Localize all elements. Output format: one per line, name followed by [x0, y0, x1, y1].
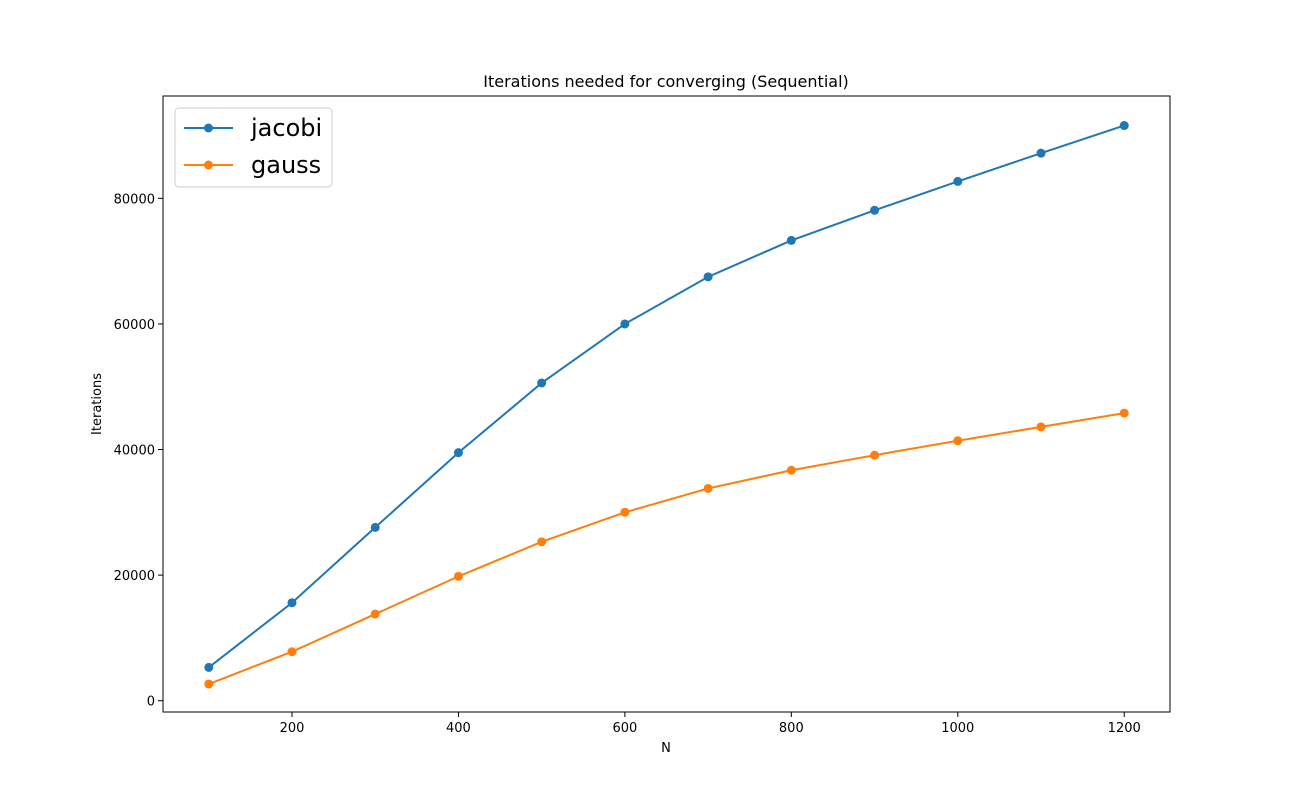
data-point-gauss [1036, 422, 1046, 432]
series-line-gauss [208, 412, 1125, 685]
data-point-gauss [453, 571, 463, 581]
y-axis-label: Iterations [90, 373, 105, 435]
x-axis-label: N [661, 741, 671, 756]
legend-label-jacobi: jacobi [250, 114, 322, 142]
data-point-jacobi [1119, 121, 1129, 131]
chart-title: Iterations needed for converging (Sequen… [483, 72, 849, 91]
data-point-gauss [703, 483, 713, 493]
legend-marker-gauss [204, 160, 213, 170]
data-point-gauss [204, 679, 214, 689]
data-point-gauss [1119, 408, 1129, 418]
data-point-gauss [287, 647, 297, 657]
data-point-jacobi [620, 319, 630, 329]
plot-area [204, 121, 1129, 689]
data-point-jacobi [703, 272, 713, 282]
legend: jacobi gauss [174, 107, 333, 188]
x-tick-label: 1000 [941, 721, 974, 736]
y-tick-label: 20000 [114, 569, 155, 584]
data-point-jacobi [453, 448, 463, 458]
data-point-gauss [953, 436, 963, 446]
data-point-jacobi [870, 205, 880, 215]
y-tick-label: 60000 [114, 318, 155, 333]
series-line-jacobi [208, 124, 1125, 669]
data-point-jacobi [287, 598, 297, 608]
y-tick-label: 80000 [114, 192, 155, 207]
data-point-gauss [620, 507, 630, 517]
x-tick-label: 200 [280, 721, 305, 736]
legend-label-gauss: gauss [251, 151, 321, 179]
data-point-gauss [537, 537, 547, 547]
data-point-gauss [786, 465, 796, 475]
x-tick-label: 400 [446, 721, 471, 736]
data-point-jacobi [204, 662, 214, 672]
x-tick-label: 600 [612, 721, 637, 736]
axes-frame [162, 95, 1171, 713]
data-point-gauss [370, 609, 380, 619]
x-tick-label: 1200 [1108, 721, 1141, 736]
data-point-jacobi [786, 235, 796, 245]
data-point-gauss [870, 450, 880, 460]
y-tick-label: 40000 [114, 444, 155, 459]
data-point-jacobi [370, 522, 380, 532]
data-point-jacobi [953, 176, 963, 186]
axis-ticks: 200 400 600 800 1000 1200 0 20000 40000 60000 8000… [114, 192, 1141, 736]
data-point-jacobi [1036, 148, 1046, 158]
legend-marker-jacobi [204, 123, 213, 133]
y-tick-label: 0 [147, 695, 155, 710]
data-point-jacobi [537, 378, 547, 388]
x-tick-label: 800 [779, 721, 804, 736]
